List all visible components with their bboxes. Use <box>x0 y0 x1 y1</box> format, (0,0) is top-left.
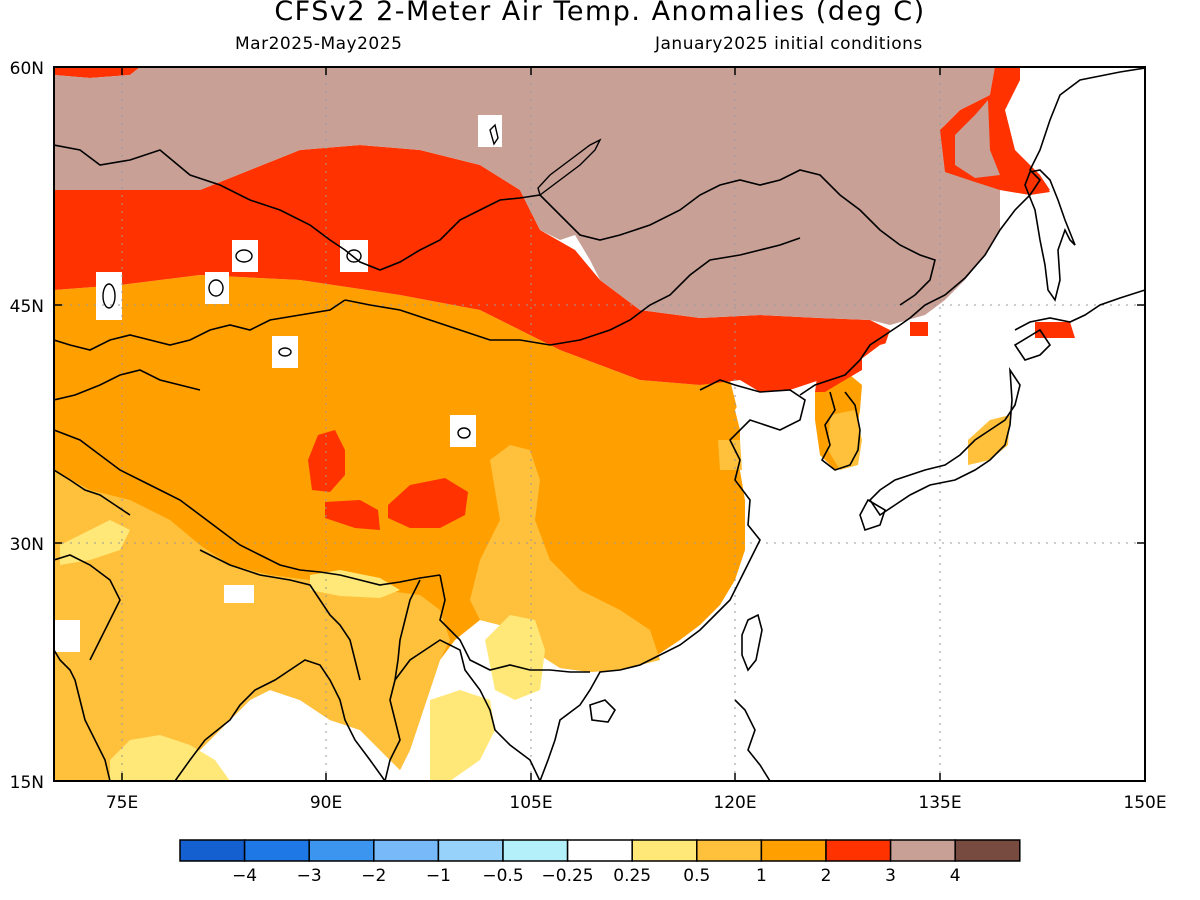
anomaly-region-yellow-tibet <box>310 570 400 598</box>
anomaly-field <box>54 67 1145 781</box>
missing-data-patch <box>96 272 122 320</box>
colorbar-tick-label: 3 <box>885 866 896 886</box>
lon-label-105e: 105E <box>509 793 552 813</box>
missing-data-patch <box>450 415 476 447</box>
coastlines-borders <box>54 67 1145 781</box>
colorbar-swatch <box>243 839 310 862</box>
colorbar-swatch <box>631 839 698 862</box>
anomaly-region-red-top <box>54 67 140 78</box>
colorbar-tick-label: −4 <box>232 866 257 886</box>
colorbar-swatch <box>760 839 827 862</box>
anomaly-region-light-orange-india <box>54 470 450 781</box>
colorbar-tick-label: 2 <box>821 866 832 886</box>
missing-data-patch <box>54 620 80 652</box>
colorbar-tick-label: 1 <box>756 866 767 886</box>
anomaly-region-yellow-yunnan <box>485 615 545 700</box>
anomaly-region-red-north <box>54 145 890 392</box>
anomaly-region-light-orange-china <box>470 445 660 672</box>
colorbar-swatch <box>825 839 892 862</box>
colorbar-tick-label: −1 <box>426 866 451 886</box>
missing-data-patch <box>224 585 254 603</box>
colorbar-tick-label: −0.5 <box>482 866 523 886</box>
graticule <box>54 67 1145 781</box>
map-frame <box>53 66 1146 782</box>
colorbar-tick-label: 0.5 <box>683 866 710 886</box>
initial-conditions: January2025 initial conditions <box>655 34 923 54</box>
colorbar-swatch <box>373 839 440 862</box>
anomaly-region-red-korea-north <box>910 322 928 336</box>
axis-ticks <box>54 67 1145 781</box>
colorbar-tick-label: −0.25 <box>542 866 594 886</box>
anomaly-region-red-hokkaido-2 <box>1035 322 1075 338</box>
anomaly-region-brown-fareast <box>955 100 1000 178</box>
lon-label-150e: 150E <box>1123 793 1166 813</box>
colorbar-swatch <box>437 839 504 862</box>
anomaly-region-red-tibet-3 <box>325 500 380 530</box>
lat-label-60n: 60N <box>10 59 44 79</box>
anomaly-region-red-tibet-2 <box>388 478 468 528</box>
colorbar-tick-label: −3 <box>297 866 322 886</box>
anomaly-region-brown-north <box>54 67 1000 325</box>
ocean-area <box>700 67 1145 781</box>
lon-label-90e: 90E <box>310 793 342 813</box>
colorbar-swatch <box>696 839 763 862</box>
map-title: CFSv2 2-Meter Air Temp. Anomalies (deg C… <box>274 0 926 27</box>
forecast-period: Mar2025-May2025 <box>235 34 403 54</box>
lat-label-45n: 45N <box>10 297 44 317</box>
lat-label-30n: 30N <box>10 535 44 555</box>
missing-data-patch <box>340 240 368 272</box>
colorbar-tick-label: 0.25 <box>613 866 651 886</box>
colorbar-swatch <box>308 839 375 862</box>
anomaly-region-yellow-indochina <box>430 690 495 781</box>
colorbar-swatch <box>566 839 633 862</box>
lon-label-75e: 75E <box>106 793 138 813</box>
lat-label-15n: 15N <box>10 773 44 793</box>
anomaly-region-light-orange-japan-2 <box>968 415 1010 465</box>
anomaly-region-light-orange-china-coast <box>718 440 742 470</box>
missing-data-patch <box>272 336 298 368</box>
colorbar-swatch <box>954 839 1021 862</box>
lon-label-135e: 135E <box>918 793 961 813</box>
colorbar-swatch <box>889 839 956 862</box>
colorbar-tick-label: −2 <box>361 866 386 886</box>
anomaly-region-light-orange-korea-south <box>828 410 862 470</box>
colorbar-tick-label: 4 <box>950 866 961 886</box>
colorbar-swatch <box>502 839 569 862</box>
lakes <box>102 123 602 439</box>
colorbar: −4 −3 −2 −1 −0.5 −0.25 0.25 0.5 1 2 3 4 <box>179 839 1021 886</box>
colorbar-swatch <box>179 839 246 862</box>
anomaly-region-yellow-india-south <box>110 735 230 781</box>
lon-label-120e: 120E <box>713 793 756 813</box>
